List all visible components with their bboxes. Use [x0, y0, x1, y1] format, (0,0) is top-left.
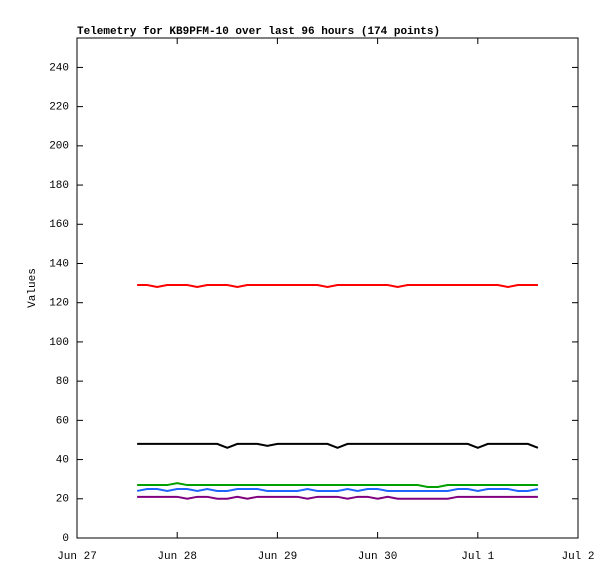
chart-title: Telemetry for KB9PFM-10 over last 96 hou… [77, 26, 440, 38]
x-tick-label: Jul 1 [461, 551, 494, 563]
y-tick-label: 20 [56, 494, 69, 506]
x-tick-label: Jul 2 [561, 551, 594, 563]
y-tick-label: 60 [56, 415, 69, 427]
series-line [137, 495, 538, 500]
y-tick-label: 120 [49, 298, 69, 310]
x-tick-label: Jun 30 [358, 551, 398, 563]
y-tick-label: 220 [49, 102, 69, 114]
series-line [137, 442, 539, 449]
y-tick-label: 80 [56, 376, 69, 388]
y-tick-label: 160 [49, 219, 69, 231]
y-tick-label: 240 [49, 62, 69, 74]
series-line [136, 487, 539, 492]
y-tick-label: 100 [49, 337, 69, 349]
y-tick-label: 0 [62, 533, 69, 545]
plot-frame [76, 37, 579, 539]
y-tick-label: 180 [49, 180, 69, 192]
y-tick-label: 200 [49, 141, 69, 153]
y-tick-label: 40 [56, 454, 69, 466]
series-line [137, 482, 538, 489]
x-tick-label: Jun 28 [157, 551, 197, 563]
x-tick-label: Jun 27 [57, 551, 97, 563]
y-tick-label: 140 [49, 258, 69, 270]
x-tick-label: Jun 29 [258, 551, 298, 563]
y-axis-label: Values [27, 268, 39, 308]
series-line [137, 284, 538, 289]
